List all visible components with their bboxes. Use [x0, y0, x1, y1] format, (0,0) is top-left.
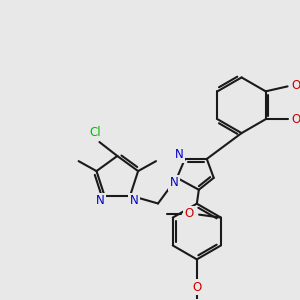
Text: O: O: [192, 281, 202, 294]
Text: N: N: [175, 148, 183, 161]
Text: O: O: [291, 113, 300, 126]
Text: N: N: [130, 194, 139, 207]
Text: N: N: [96, 194, 105, 207]
Text: N: N: [169, 176, 178, 189]
Text: O: O: [184, 207, 194, 220]
Text: O: O: [291, 79, 300, 92]
Text: Cl: Cl: [90, 126, 101, 139]
